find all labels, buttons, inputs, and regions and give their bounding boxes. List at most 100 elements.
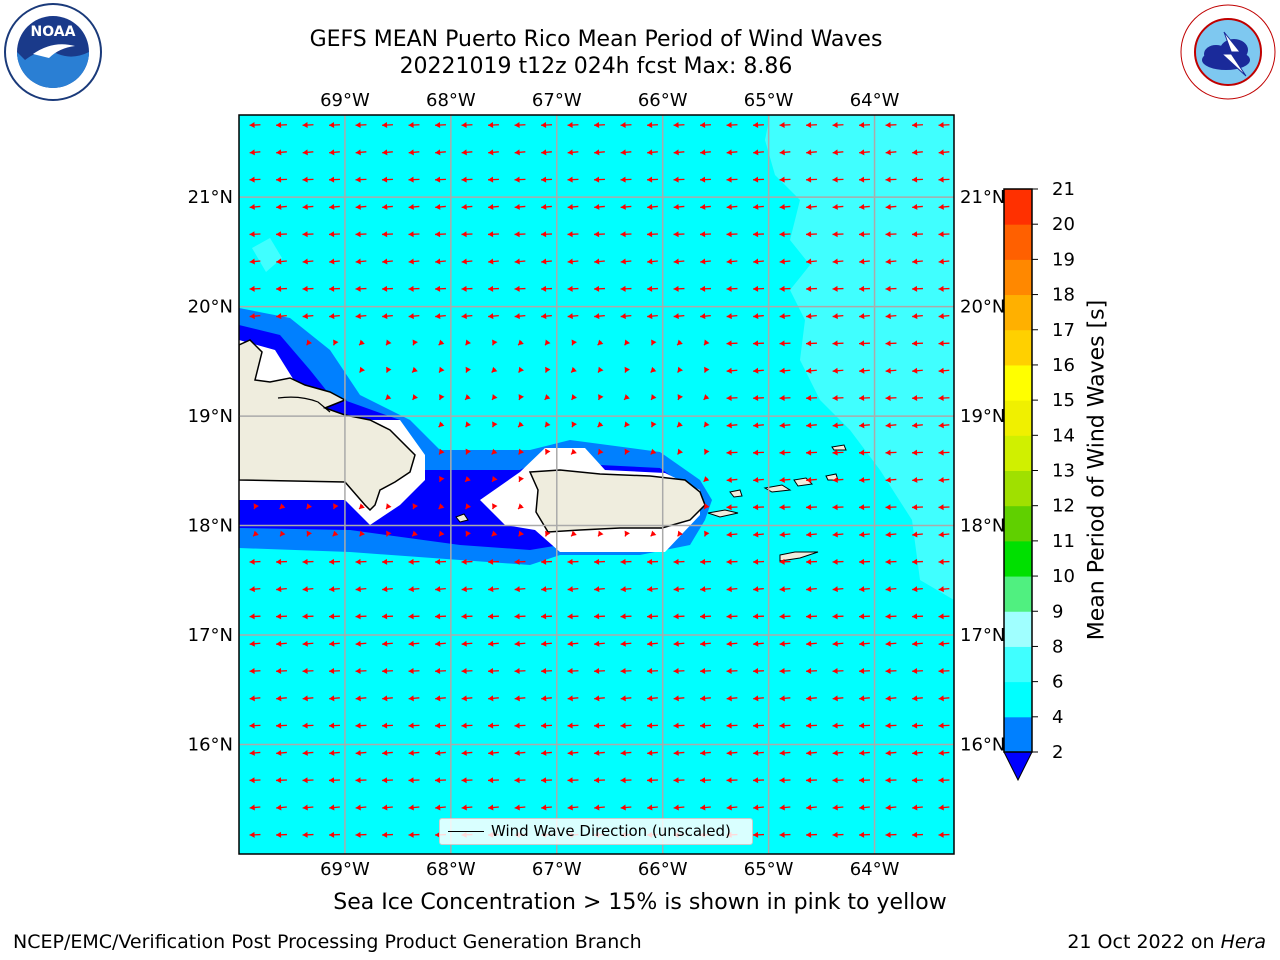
wind-arrow-head	[700, 668, 706, 675]
colorbar-tick-label: 4	[1052, 707, 1063, 728]
wind-arrow-head	[382, 804, 388, 811]
wind-arrow-head	[382, 122, 388, 129]
wind-arrow-head	[408, 122, 414, 129]
wind-arrow-head	[832, 449, 838, 456]
colorbar-segment	[1004, 716, 1032, 753]
chart-subtitle: 20221019 t12z 024h fcst Max: 8.86	[399, 54, 793, 79]
wind-arrow-head	[329, 203, 335, 210]
wind-arrow-head	[355, 804, 361, 811]
wind-arrow-head	[624, 339, 630, 346]
wind-arrow-head	[355, 176, 361, 183]
wind-arrow-head	[412, 394, 418, 400]
wind-arrow-head	[726, 504, 732, 511]
wind-arrow-head	[779, 831, 785, 838]
wind-arrow-head	[806, 668, 812, 675]
colorbar-tick-label: 13	[1052, 461, 1075, 482]
wind-arrow-head	[435, 613, 441, 620]
wind-arrow-head	[938, 804, 944, 811]
wind-arrow-head	[912, 340, 918, 347]
wind-arrow-head	[306, 503, 312, 510]
wind-arrow-head	[408, 231, 414, 238]
wind-arrow-head	[439, 366, 445, 373]
wind-arrow-head	[620, 313, 626, 320]
wind-arrow-head	[885, 285, 891, 292]
wind-arrow-head	[408, 804, 414, 811]
wind-arrow-head	[753, 313, 759, 320]
wind-arrow-head	[620, 586, 626, 593]
wind-arrow-head	[620, 203, 626, 210]
wind-arrow-head	[594, 203, 600, 210]
wind-arrow-head	[938, 476, 944, 483]
wind-arrow-head	[673, 640, 679, 647]
wind-arrow-head	[461, 122, 467, 129]
lon-tick-top: 68°W	[426, 90, 476, 111]
wind-arrow-head	[753, 149, 759, 156]
wind-arrow-head	[461, 258, 467, 265]
wind-arrow-head	[779, 258, 785, 265]
wind-arrow-head	[859, 149, 865, 156]
wind-arrow-head	[647, 176, 653, 183]
wind-arrow-head	[518, 503, 524, 510]
wind-arrow-head	[885, 777, 891, 784]
wind-arrow-head	[249, 777, 255, 784]
wind-arrow-head	[329, 777, 335, 784]
wind-arrow-head	[514, 777, 520, 784]
lat-tick-right: 16°N	[960, 735, 1005, 756]
wind-arrow-head	[700, 749, 706, 756]
wind-arrow-head	[753, 640, 759, 647]
wind-arrow-head	[408, 668, 414, 675]
lon-tick-top: 65°W	[744, 90, 794, 111]
colorbar-tick-label: 9	[1052, 601, 1063, 622]
wind-arrow-head	[647, 122, 653, 129]
lat-tick-left: 16°N	[188, 735, 233, 756]
wind-arrow-head	[832, 203, 838, 210]
wind-arrow-head	[938, 640, 944, 647]
wind-arrow-head	[302, 558, 308, 565]
wind-arrow-head	[514, 749, 520, 756]
wind-arrow-head	[329, 668, 335, 675]
wind-arrow-head	[329, 313, 335, 320]
footer-host: Hera	[1220, 931, 1266, 953]
wind-arrow-head	[673, 749, 679, 756]
wind-arrow-head	[355, 258, 361, 265]
wind-arrow-head	[620, 749, 626, 756]
wind-arrow-head	[859, 258, 865, 265]
lat-tick-right: 21°N	[960, 187, 1005, 208]
wind-arrow-head	[806, 531, 812, 538]
wind-arrow-head	[567, 176, 573, 183]
sea-ice-note: Sea Ice Concentration > 15% is shown in …	[0, 890, 1280, 915]
wind-arrow-head	[620, 285, 626, 292]
wind-arrow-head	[571, 339, 577, 346]
wind-arrow-head	[514, 668, 520, 675]
wind-arrow-head	[650, 366, 657, 373]
wind-arrow-head	[753, 176, 759, 183]
wind-arrow-head	[545, 530, 551, 537]
wind-arrow-head	[492, 475, 498, 482]
colorbar-tick-label: 12	[1052, 496, 1075, 517]
colorbar-segment	[1004, 259, 1032, 296]
sea-ice-note-text: Sea Ice Concentration > 15% is shown in …	[333, 890, 947, 915]
wind-arrow-head	[912, 586, 918, 593]
wind-arrow-head	[726, 558, 732, 565]
wind-arrow-head	[594, 258, 600, 265]
wind-arrow-head	[488, 586, 494, 593]
wind-arrow-head	[382, 558, 388, 565]
colorbar-segment	[1004, 540, 1032, 577]
wind-arrow-head	[806, 558, 812, 565]
wind-arrow-head	[567, 668, 573, 675]
wind-arrow-head	[541, 176, 547, 183]
wind-arrow-head	[647, 258, 653, 265]
wind-arrow-head	[567, 695, 573, 702]
wind-arrow-head	[276, 668, 282, 675]
wind-arrow-head	[302, 313, 308, 320]
wind-arrow-head	[938, 449, 944, 456]
wind-arrow-head	[488, 722, 494, 729]
period-6-8-region-west	[252, 238, 282, 272]
wind-arrow-head	[806, 695, 812, 702]
wind-arrow-head	[355, 122, 361, 129]
wind-arrow-head	[461, 558, 467, 565]
colorbar-tick-label: 10	[1052, 566, 1075, 587]
wind-arrow-head	[435, 777, 441, 784]
wind-arrow-head	[620, 804, 626, 811]
